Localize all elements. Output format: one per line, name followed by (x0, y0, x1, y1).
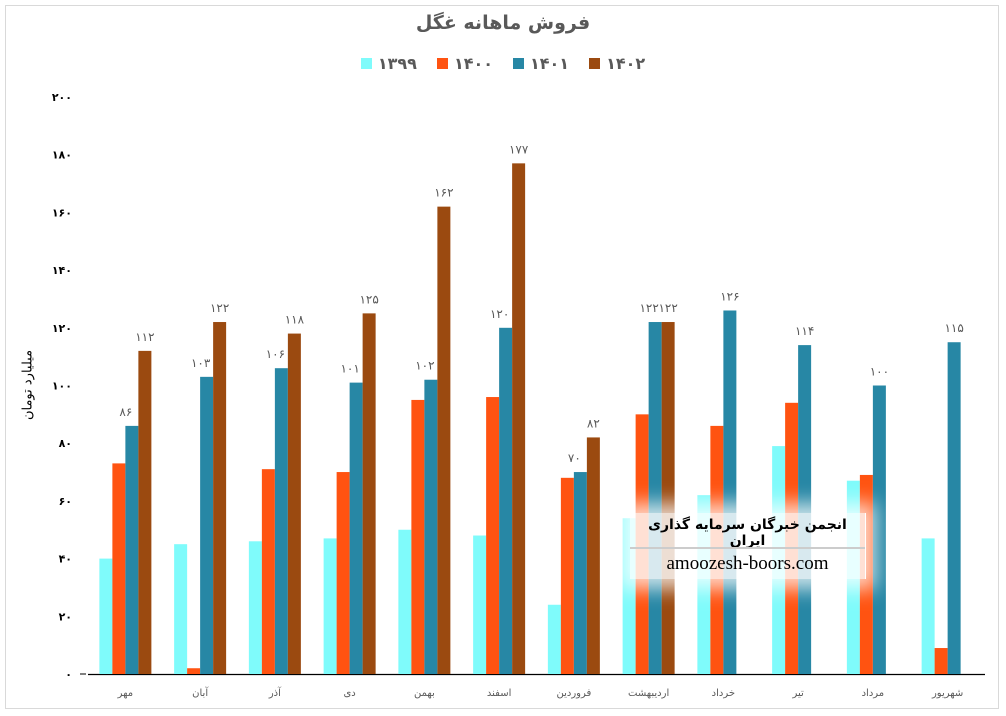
bar-3-4 (437, 206, 451, 674)
data-label: ۱۷۷ (509, 142, 529, 156)
data-label: ۱۱۴ (795, 324, 814, 338)
data-label: ۸۶ (119, 405, 132, 419)
x-tick-label: شهریور (931, 688, 963, 699)
data-label: ۱۶۲ (434, 186, 453, 200)
bar-1-3 (336, 472, 350, 674)
data-label: ۱۱۲ (135, 330, 154, 344)
bar-3-1 (213, 322, 227, 674)
bar-0-6 (547, 604, 561, 674)
watermark-divider (630, 547, 865, 549)
data-label: ۱۰۳ (191, 356, 211, 370)
legend-label: ۱۴۰۱ (530, 54, 570, 73)
x-tick-label: مهر (117, 688, 133, 699)
bar-3-3 (362, 313, 376, 674)
bar-3-2 (287, 333, 301, 674)
legend-label: ۱۴۰۲ (606, 54, 646, 73)
watermark-url: amoozesh-boors.com (666, 553, 829, 574)
bar-2-0 (125, 425, 139, 674)
legend-label: ۱۳۹۹ (377, 54, 417, 73)
bar-0-0 (99, 558, 113, 674)
bar-0-5 (473, 535, 487, 674)
bar-1-4 (411, 399, 425, 674)
x-tick-label: آذر (268, 686, 282, 699)
bar-2-6 (573, 472, 587, 674)
data-label: ۱۰۰ (870, 365, 889, 379)
data-label: ۱۰۶ (266, 347, 285, 361)
y-tick-label: ۱۰۰ (52, 380, 72, 393)
y-tick-label: ۰ (65, 668, 72, 681)
x-tick-label: فروردین (556, 688, 591, 699)
data-label: ۱۱۵ (944, 321, 963, 335)
bar-1-6 (560, 477, 574, 674)
bar-2-2 (274, 368, 288, 674)
bar-1-2 (261, 469, 275, 674)
x-tick-label: بهمن (414, 688, 435, 699)
data-label: ۱۲۶ (720, 289, 739, 303)
legend-label: ۱۴۰۰ (453, 54, 493, 73)
data-label: ۱۲۲ (210, 301, 229, 315)
y-tick-label: ۸۰ (59, 437, 72, 450)
watermark-org-name: انجمن خبرگان سرمایه گذاری ایران (648, 517, 847, 549)
legend-swatch (360, 58, 372, 69)
bar-3-6 (586, 437, 600, 674)
bar-0-2 (248, 541, 262, 674)
data-label: ۱۲۲ (658, 301, 677, 315)
legend-swatch (436, 58, 448, 69)
x-tick-label: تیر (791, 688, 804, 699)
bar-2-11 (947, 342, 961, 674)
bar-3-7 (661, 322, 675, 674)
data-label: ۸۲ (587, 416, 600, 430)
data-label: ۱۲۲ (639, 301, 658, 315)
data-label: ۱۱۸ (285, 313, 305, 327)
x-tick-label: اردیبهشت (628, 688, 669, 699)
bar-0-11 (921, 538, 935, 674)
bar-2-1 (200, 376, 214, 674)
y-tick-label: ۲۰۰ (52, 91, 72, 104)
legend-item: ۱۳۹۹ (360, 54, 417, 73)
x-tick-label: خرداد (712, 688, 735, 699)
legend-swatch (513, 58, 524, 69)
y-tick-label: ۴۰ (59, 553, 72, 566)
legend-item: ۱۴۰۱ (513, 54, 569, 73)
x-tick-label: آبان (192, 686, 209, 699)
chart-frame (5, 5, 999, 709)
data-label: ۷۰ (568, 451, 581, 465)
bar-2-3 (349, 382, 363, 674)
bar-1-1 (187, 668, 201, 674)
x-tick-label: دی (343, 688, 355, 699)
bar-3-5 (512, 163, 526, 675)
legend-swatch (589, 58, 601, 69)
bar-2-8 (723, 310, 737, 674)
data-label: ۱۰۱ (340, 362, 359, 376)
x-tick-label: مرداد (862, 688, 885, 699)
y-tick-label: ۱۸۰ (52, 149, 72, 162)
y-tick-label: ۲۰ (59, 610, 72, 623)
bar-2-9 (798, 345, 812, 674)
bar-0-3 (323, 538, 337, 674)
y-tick-label: ۱۶۰ (52, 206, 72, 219)
bar-3-0 (138, 350, 152, 674)
data-label: ۱۲۵ (359, 292, 378, 306)
bar-2-10 (872, 385, 886, 674)
y-tick-label: ۱۲۰ (52, 322, 72, 335)
bar-2-5 (499, 327, 513, 674)
legend-item: ۱۴۰۲ (589, 54, 645, 73)
bar-1-11 (934, 648, 948, 674)
legend: ۱۳۹۹ ۱۴۰۰ ۱۴۰۱ ۱۴۰۲ (0, 54, 1006, 73)
bar-0-1 (174, 544, 188, 674)
bar-2-4 (424, 379, 438, 674)
chart-title: فروش ماهانه غگل (415, 12, 591, 34)
bar-0-4 (398, 529, 412, 674)
watermark: انجمن خبرگان سرمایه گذاری ایران amoozesh… (630, 513, 866, 579)
y-tick-label: ۱۴۰ (52, 264, 72, 277)
data-label: ۱۰۲ (415, 359, 434, 373)
x-tick-label: اسفند (487, 688, 511, 699)
data-label: ۱۲۰ (490, 307, 509, 321)
bar-2-7 (648, 322, 662, 674)
bar-1-5 (486, 397, 500, 674)
legend-item: ۱۴۰۰ (436, 54, 493, 73)
bar-1-0 (112, 463, 126, 674)
y-tick-label: ۶۰ (59, 495, 72, 508)
